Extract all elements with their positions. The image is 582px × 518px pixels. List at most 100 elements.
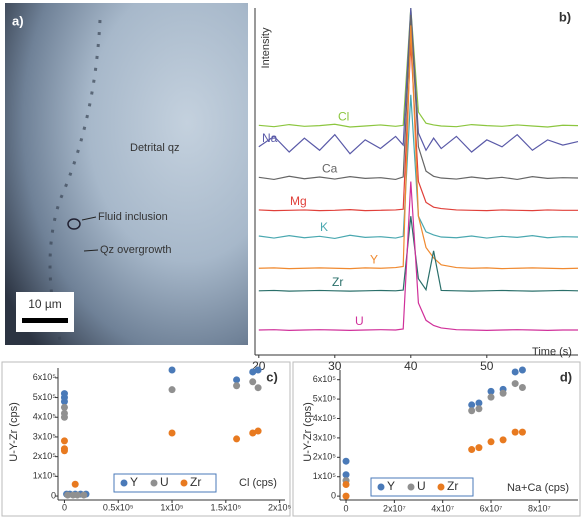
x-tick-label: 8x10⁷	[528, 503, 551, 513]
y-tick-label: 2x10⁵	[313, 452, 337, 462]
point	[71, 480, 79, 488]
y-axis-label: U-Y-Zr (cps)	[8, 402, 20, 461]
point	[468, 401, 476, 409]
point	[487, 393, 495, 401]
panel-label: c)	[266, 369, 278, 384]
y-tick-label: 4x10⁵	[33, 412, 57, 422]
legend-marker	[407, 483, 415, 491]
point	[475, 399, 483, 407]
point	[511, 368, 519, 376]
y-tick-label: 5x10⁵	[33, 392, 57, 402]
legend-marker	[150, 479, 158, 487]
point	[499, 436, 507, 444]
point	[475, 444, 483, 452]
point	[518, 428, 526, 436]
micrograph	[5, 3, 248, 345]
signal-line	[258, 7, 579, 128]
x-axis-label: Time (s)	[532, 346, 572, 358]
series-label: Na	[262, 131, 278, 145]
x-tick-label: 0	[344, 503, 349, 513]
y-axis-label: Intensity	[260, 27, 272, 68]
x-axis-label: Cl (cps)	[239, 477, 277, 489]
legend-box	[113, 473, 217, 493]
point	[233, 376, 241, 384]
y-tick-label: 1x10⁵	[33, 471, 57, 481]
photo-panel: a) Detrital qz Fluid inclusion Qz overgr…	[5, 3, 248, 345]
x-tick-label: 2x10⁵	[268, 502, 292, 512]
panel-label: b)	[559, 9, 571, 24]
legend-box	[370, 477, 474, 497]
signal-line	[258, 216, 579, 292]
point	[475, 405, 483, 413]
point	[233, 382, 241, 390]
legend-label: U	[417, 479, 426, 493]
legend-marker	[120, 479, 128, 487]
point	[64, 491, 72, 499]
series-label: U	[355, 314, 364, 328]
series-label: Mg	[290, 194, 307, 208]
x-tick-label: 0	[62, 502, 67, 512]
legend-label: Zr	[190, 475, 201, 489]
x-axis-label: Na+Ca (cps)	[507, 482, 569, 494]
y-tick-label: 0	[51, 490, 56, 500]
legend-label: Y	[130, 475, 138, 489]
point	[60, 413, 68, 421]
y-tick-label: 6x10⁵	[313, 374, 337, 384]
point	[60, 437, 68, 445]
series-label: Cl	[338, 109, 349, 123]
arrow	[83, 249, 99, 252]
y-axis-label: U-Y-Zr (cps)	[302, 402, 314, 461]
panel-frame	[1, 361, 291, 517]
x-tick-label: 2x10⁷	[383, 503, 406, 513]
annotation: Fluid inclusion	[98, 211, 168, 223]
y-tick-label: 1x10⁵	[313, 471, 337, 481]
point	[511, 428, 519, 436]
point	[249, 368, 257, 376]
scale-box	[16, 292, 74, 332]
point	[468, 446, 476, 454]
point	[511, 380, 519, 388]
x-tick-label: 4x10⁷	[431, 503, 454, 513]
x-tick-label: 50	[480, 359, 494, 373]
point	[60, 447, 68, 455]
point	[342, 480, 350, 488]
point	[249, 429, 257, 437]
point	[168, 429, 176, 437]
arrow	[81, 216, 97, 221]
panel-label: d)	[560, 369, 572, 384]
inclusion	[67, 218, 81, 230]
point	[73, 491, 81, 499]
x-tick-label: 6x10⁷	[480, 503, 503, 513]
point	[60, 397, 68, 405]
legend-marker	[377, 483, 385, 491]
point	[499, 389, 507, 397]
legend-label: Y	[387, 479, 395, 493]
point	[487, 387, 495, 395]
point	[254, 366, 262, 374]
y-tick-label: 2x10⁵	[33, 451, 57, 461]
y-tick-label: 0	[331, 490, 336, 500]
x-tick-label: 1.5x10⁵	[210, 502, 241, 512]
x-tick-label: 40	[404, 359, 418, 373]
point	[233, 435, 241, 443]
y-tick-label: 3x10⁵	[33, 431, 57, 441]
y-tick-label: 6x10⁵	[33, 372, 57, 382]
point	[468, 407, 476, 415]
point	[168, 386, 176, 394]
series-label: Ca	[322, 162, 338, 176]
y-tick-label: 3x10⁵	[313, 432, 337, 442]
legend-label: U	[160, 475, 169, 489]
legend-marker	[180, 479, 188, 487]
point	[60, 403, 68, 411]
point	[518, 383, 526, 391]
series-label: Y	[370, 252, 378, 266]
panel-frame	[292, 361, 581, 517]
signal-line	[258, 7, 579, 155]
y-tick-label: 4x10⁵	[313, 413, 337, 423]
signal-line	[258, 42, 578, 212]
scale-bar	[22, 318, 68, 323]
y-tick-label: 5x10⁵	[313, 393, 337, 403]
series-label: Zr	[332, 275, 343, 289]
legend-marker	[437, 483, 445, 491]
